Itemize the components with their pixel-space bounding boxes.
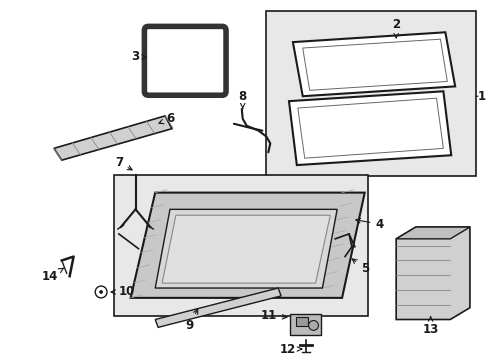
- Text: 7: 7: [115, 156, 132, 170]
- Text: 10: 10: [119, 285, 135, 298]
- Polygon shape: [395, 227, 469, 239]
- Polygon shape: [155, 209, 337, 288]
- Text: 13: 13: [422, 317, 438, 336]
- Bar: [266, 11, 475, 176]
- Polygon shape: [288, 91, 450, 165]
- Text: 8: 8: [238, 90, 246, 108]
- Text: 9: 9: [185, 309, 197, 332]
- Polygon shape: [155, 288, 281, 327]
- Text: 3: 3: [131, 50, 146, 63]
- Polygon shape: [162, 215, 329, 283]
- Text: 4: 4: [355, 217, 383, 231]
- Text: 2: 2: [391, 18, 399, 38]
- Text: 14: 14: [41, 268, 63, 283]
- Text: 5: 5: [351, 259, 368, 275]
- Polygon shape: [130, 193, 364, 298]
- Bar: [289, 314, 321, 335]
- Bar: [114, 175, 367, 316]
- Text: 12: 12: [279, 342, 302, 356]
- Circle shape: [308, 320, 318, 330]
- Bar: [295, 316, 307, 327]
- Polygon shape: [395, 227, 469, 320]
- Circle shape: [100, 291, 102, 293]
- Text: 11: 11: [260, 309, 286, 322]
- Text: 1: 1: [477, 90, 485, 103]
- Polygon shape: [292, 32, 454, 96]
- Polygon shape: [54, 116, 172, 160]
- Text: 6: 6: [159, 112, 174, 125]
